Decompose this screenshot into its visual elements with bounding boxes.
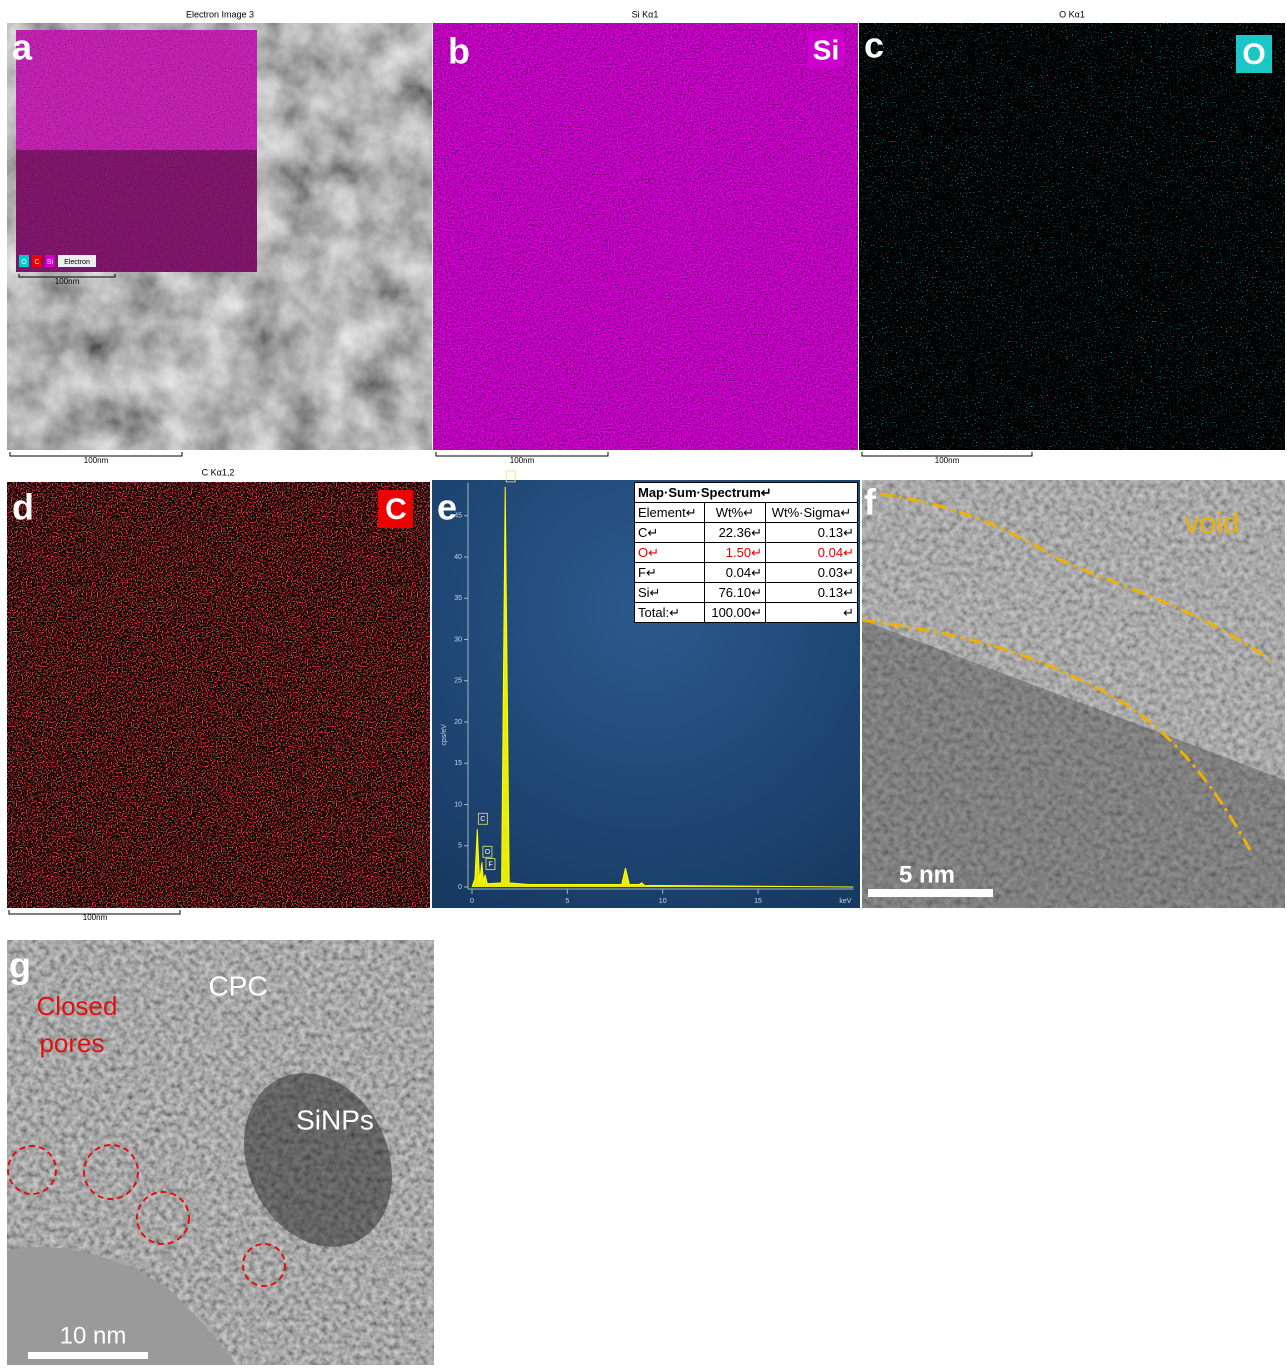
table-cell: 0.03↵: [766, 563, 858, 583]
inset-shade: [16, 150, 257, 272]
table-cell: O↵: [635, 543, 705, 563]
y-tick-label: 0: [458, 884, 462, 891]
y-tick-label: 20: [454, 719, 462, 726]
table-cell: Element↵: [635, 503, 705, 523]
table-cell: 100.00↵: [704, 603, 765, 623]
scale-label: 10 nm: [60, 1322, 127, 1349]
o-map: [859, 23, 1285, 450]
figure-canvas: Electron Image 3 O C Si Electron 100nm a…: [0, 0, 1287, 1371]
table-cell: 0.04↵: [766, 543, 858, 563]
panel-title: Si Kα1: [632, 9, 659, 19]
peak-label: O: [485, 849, 491, 856]
table-cell: 76.10↵: [704, 583, 765, 603]
panel-title: O Kα1: [1059, 9, 1085, 19]
y-tick-label: 5: [458, 843, 462, 850]
panel-letter: d: [12, 487, 34, 528]
y-tick-label: 15: [454, 760, 462, 767]
element-label: Si: [813, 34, 839, 65]
y-tick-label: 25: [454, 678, 462, 685]
annotation: pores: [39, 1028, 104, 1058]
legend-label: C: [34, 259, 39, 266]
panel-letter: f: [864, 482, 877, 523]
element-label: C: [385, 493, 407, 526]
panel-letter: b: [448, 31, 470, 72]
legend-label: O: [21, 259, 27, 266]
table-cell: 0.04↵: [704, 563, 765, 583]
legend-label: Si: [47, 259, 54, 266]
panel-letter: e: [437, 487, 457, 528]
table-cell: 0.13↵: [766, 523, 858, 543]
scale-label: 100nm: [84, 456, 109, 465]
table-cell: Si↵: [635, 583, 705, 603]
y-tick-label: 10: [454, 801, 462, 808]
table-cell: ↵: [766, 603, 858, 623]
y-tick-label: 35: [454, 595, 462, 602]
x-tick-label: 15: [754, 898, 762, 905]
scale-label: 100nm: [83, 913, 108, 922]
table-cell: C↵: [635, 523, 705, 543]
table-cell: F↵: [635, 563, 705, 583]
x-tick-label: 5: [565, 898, 569, 905]
y-tick-label: 40: [454, 554, 462, 561]
scale-label: 100nm: [510, 456, 535, 465]
y-tick-label: 30: [454, 636, 462, 643]
panel-title: Electron Image 3: [186, 9, 254, 19]
y-axis-label: cps/eV: [441, 724, 448, 746]
element-label: O: [1242, 38, 1265, 71]
table-cell: 1.50↵: [704, 543, 765, 563]
panel-letter: g: [9, 945, 31, 986]
scale-label: 5 nm: [899, 861, 955, 888]
figure: Electron Image 3 O C Si Electron 100nm a…: [0, 0, 1287, 1371]
composition-table: Map·Sum·Spectrum↵Element↵Wt%↵Wt%·Sigma↵ C…: [634, 482, 858, 623]
peak-label: F: [488, 861, 492, 868]
table-cell: Total:↵: [635, 603, 705, 623]
legend-label: Electron: [64, 259, 90, 266]
table-cell: 22.36↵: [704, 523, 765, 543]
panel-letter: a: [12, 27, 33, 68]
scale-bar: [28, 1352, 148, 1359]
c-map: [7, 482, 430, 908]
peak-label: Si: [508, 474, 515, 481]
annotation: Closed: [37, 991, 118, 1021]
si-map: [433, 23, 858, 450]
annotation: void: [1184, 507, 1239, 540]
x-axis-label: keV: [839, 898, 851, 905]
panel-title: C Kα1,2: [202, 467, 235, 477]
scale-label: 100nm: [55, 277, 80, 286]
peak-label: C: [480, 816, 485, 823]
scale-label: 100nm: [935, 456, 960, 465]
panel-letter: c: [864, 25, 884, 66]
annotation: SiNPs: [296, 1104, 374, 1135]
table-cell: Map·Sum·Spectrum↵: [635, 483, 858, 503]
table-cell: 0.13↵: [766, 583, 858, 603]
x-tick-label: 10: [659, 898, 667, 905]
x-tick-label: 0: [470, 898, 474, 905]
table-cell: Wt%↵: [704, 503, 765, 523]
annotation: CPC: [208, 970, 267, 1001]
table-cell: Wt%·Sigma↵: [766, 503, 858, 523]
scale-bar: [868, 889, 993, 897]
